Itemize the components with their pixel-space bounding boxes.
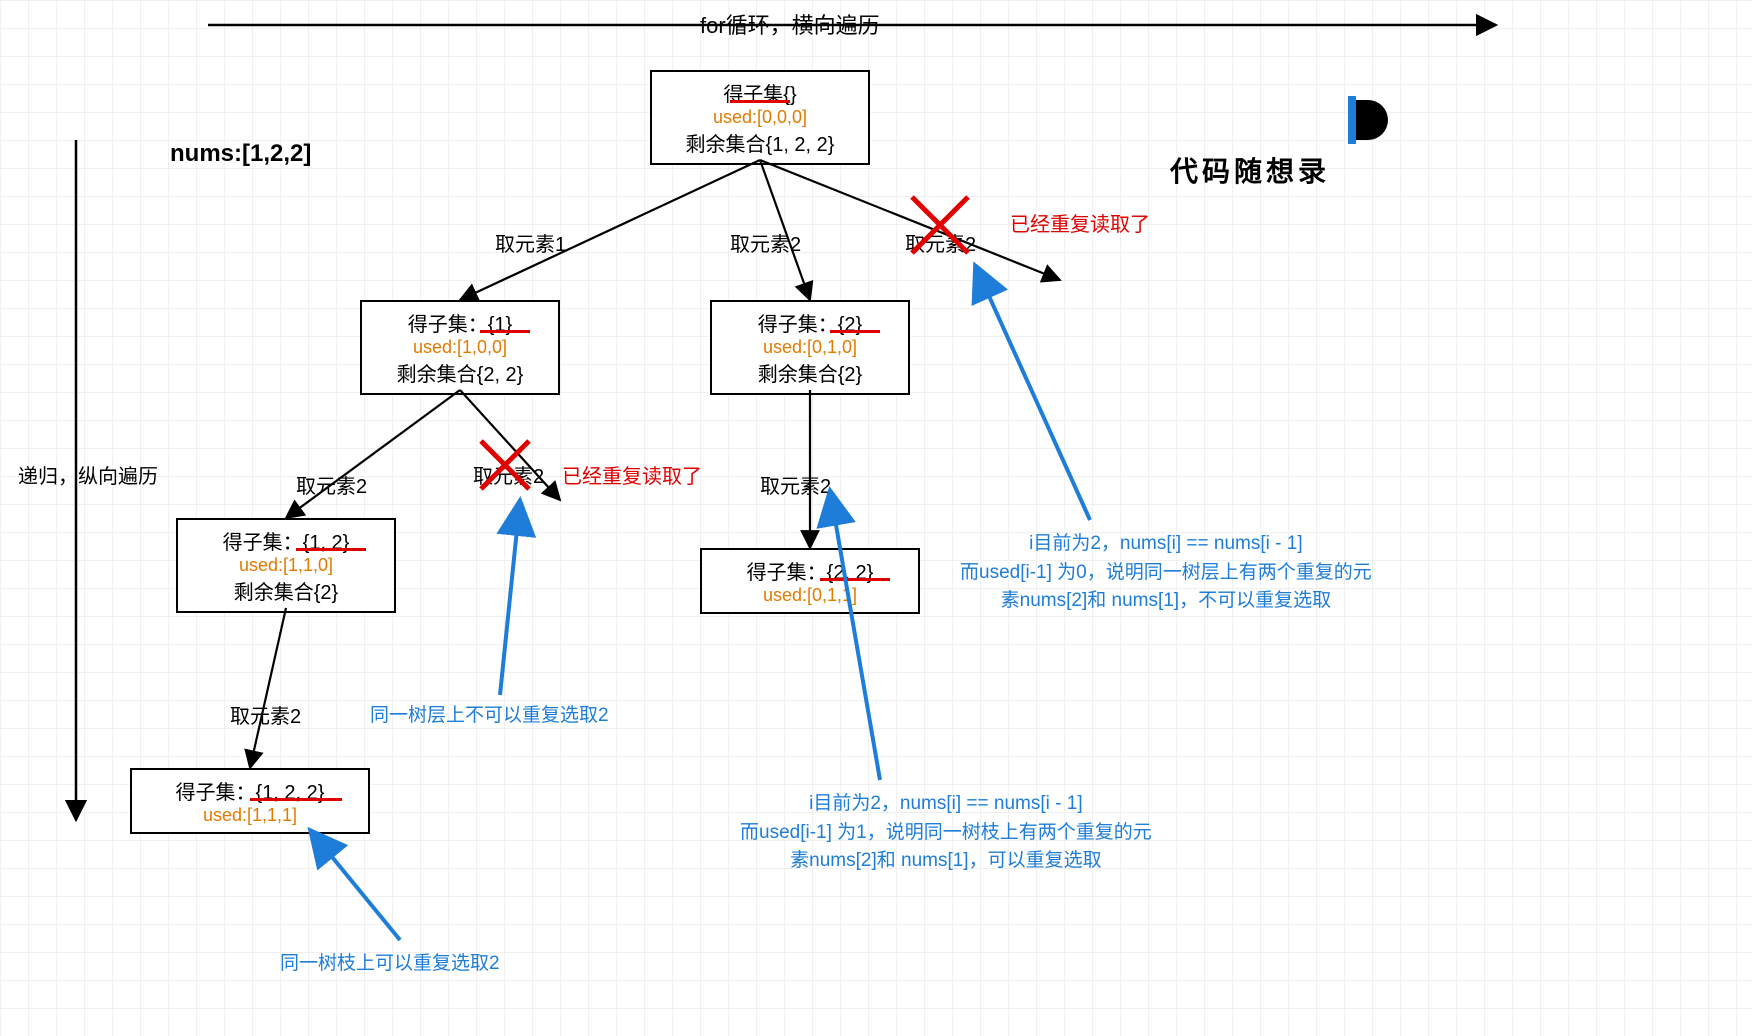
node-used: used:[0,1,1] [714,585,906,606]
subset-underline [820,578,890,581]
annotation: 同一树层上不可以重复选取2 [370,702,609,731]
node-used: used:[1,1,1] [144,805,356,826]
subset-underline [296,548,366,551]
subset-underline [730,100,790,103]
subset-underline [250,798,342,801]
annotation: 同一树枝上可以重复选取2 [280,950,500,979]
node-used: used:[0,1,0] [724,337,896,358]
node-remain: 剩余集合{2} [190,576,382,605]
node-used: used:[1,1,0] [190,555,382,576]
subset-underline [830,330,880,333]
edge-label: 取元素2 [760,470,831,499]
node-used: used:[0,0,0] [664,107,856,128]
tree-node-root: 得子集{}used:[0,0,0]剩余集合{1, 2, 2} [650,70,870,165]
annotation: i目前为2，nums[i] == nums[i - 1]而used[i-1] 为… [740,790,1152,876]
edge-label: 取元素2 [230,700,301,729]
tree-node-n22: 得子集：{2, 2}used:[0,1,1] [700,548,920,614]
node-remain: 剩余集合{2} [724,358,896,387]
duplicate-warning: 已经重复读取了 [1010,208,1150,237]
node-remain: 剩余集合{1, 2, 2} [664,128,856,157]
edge-label: 取元素2 [905,228,976,257]
tree-node-n2: 得子集：{2}used:[0,1,0]剩余集合{2} [710,300,910,395]
tree-node-n12: 得子集：{1, 2}used:[1,1,0]剩余集合{2} [176,518,396,613]
tree-node-n122: 得子集：{1, 2, 2}used:[1,1,1] [130,768,370,834]
edge-label: 取元素2 [473,460,544,489]
tree-node-n1: 得子集：{1}used:[1,0,0]剩余集合{2, 2} [360,300,560,395]
edge-label: 取元素1 [495,228,566,257]
subset-underline [480,330,530,333]
left-arrow-label: 递归，纵向遍历 [18,460,158,489]
annotation: i目前为2，nums[i] == nums[i - 1]而used[i-1] 为… [960,530,1372,616]
nums-label: nums:[1,2,2] [170,140,311,168]
diagram-canvas: nums:[1,2,2] for循环，横向遍历 递归，纵向遍历 代码随想录 得子… [0,0,1752,1036]
node-used: used:[1,0,0] [374,337,546,358]
edge-label: 取元素2 [296,470,367,499]
top-arrow-label: for循环，横向遍历 [700,8,880,40]
duplicate-warning: 已经重复读取了 [562,460,702,489]
node-remain: 剩余集合{2, 2} [374,358,546,387]
logo-text: 代码随想录 [1170,150,1330,190]
edge-label: 取元素2 [730,228,801,257]
